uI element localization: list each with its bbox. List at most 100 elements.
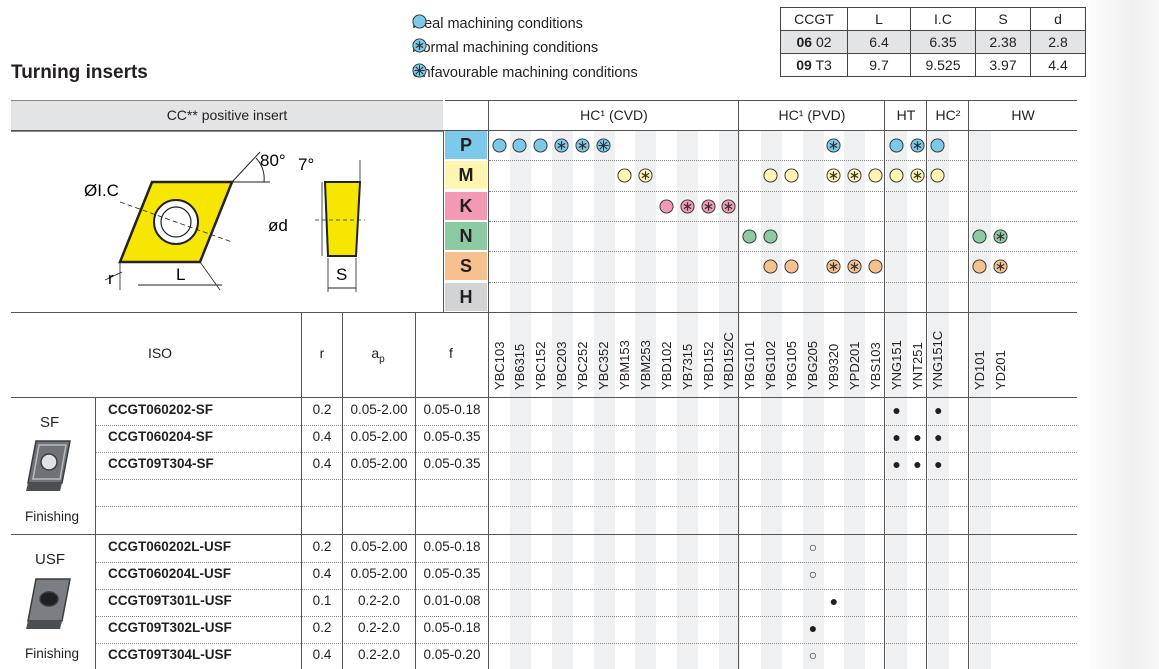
material-row-divider bbox=[489, 160, 1077, 162]
grade-name: YBG102 bbox=[763, 340, 779, 390]
table-grid-line bbox=[443, 130, 444, 312]
grade-name: YB6315 bbox=[512, 343, 528, 390]
row-ap: 0.05-2.00 bbox=[350, 566, 408, 581]
row-radius: 0.4 bbox=[312, 429, 332, 444]
group-hc-cvd: HC¹ (CVD) bbox=[580, 107, 648, 123]
grade-name: YBD152 bbox=[700, 341, 716, 390]
condition-ideal-icon bbox=[972, 259, 987, 274]
row-radius bbox=[303, 507, 341, 529]
grade-name: YNT251 bbox=[909, 342, 925, 390]
material-s: S bbox=[445, 252, 487, 281]
condition-ideal-icon bbox=[742, 229, 757, 244]
row-f: 0.05-0.35 bbox=[423, 566, 481, 581]
page-title: Turning inserts bbox=[11, 62, 148, 83]
d-label: ød bbox=[268, 216, 288, 235]
recommended-grade-dot: ● bbox=[913, 456, 922, 472]
ideal-circle-icon bbox=[412, 14, 427, 29]
insert-header-band bbox=[11, 100, 443, 132]
row-ap bbox=[343, 507, 415, 529]
row-divider bbox=[96, 452, 1077, 453]
dim-header-ccgt: CCGT bbox=[780, 7, 848, 31]
table-grid-line bbox=[11, 534, 1077, 535]
table-grid-line bbox=[968, 100, 969, 669]
condition-ideal-icon bbox=[930, 138, 945, 153]
condition-ideal-icon bbox=[889, 168, 904, 183]
dimensions-table: CCGT L I.C S d 06 02 6.4 6.35 2.38 2.8 0… bbox=[780, 7, 1086, 77]
dim-size: 06 02 bbox=[780, 30, 848, 54]
dim-l: 9.7 bbox=[847, 53, 911, 77]
dim-size: 09 T3 bbox=[780, 53, 848, 77]
row-iso-code: CCGT060204L-USF bbox=[108, 566, 232, 581]
row-radius: 0.4 bbox=[312, 566, 332, 581]
row-f: 0.05-0.18 bbox=[423, 539, 481, 554]
normal-circle-icon bbox=[412, 38, 427, 53]
condition-normal-icon bbox=[680, 199, 695, 214]
grade-name: YBC352 bbox=[596, 341, 611, 390]
grade-name: YPD201 bbox=[846, 341, 862, 390]
recommended-grade-dot: ● bbox=[934, 456, 943, 472]
group-hc-pvd: HC¹ (PVD) bbox=[778, 107, 846, 123]
condition-normal-icon bbox=[575, 138, 590, 153]
grade-name: YD101 bbox=[972, 350, 988, 390]
table-grid-line bbox=[11, 312, 1077, 313]
row-iso-code: CCGT060202L-USF bbox=[108, 539, 232, 554]
ap-header: ap bbox=[371, 345, 385, 365]
legend-unfavourable: Unfavourable machining conditions bbox=[412, 63, 638, 81]
row-divider bbox=[96, 616, 1077, 617]
condition-normal-icon bbox=[993, 259, 1008, 274]
chipbreaker-usf-name: USF bbox=[35, 551, 65, 568]
grade-name: YNG151C bbox=[930, 330, 946, 390]
chipbreaker-sf-application: Finishing bbox=[25, 509, 80, 524]
condition-normal-icon bbox=[847, 168, 862, 183]
condition-normal-icon bbox=[826, 168, 841, 183]
legend-ideal: Ideal machining conditions bbox=[412, 14, 583, 32]
table-grid-line bbox=[738, 100, 739, 669]
condition-ideal-icon bbox=[763, 229, 778, 244]
grade-name: YBM153 bbox=[616, 340, 632, 390]
row-radius: 0.1 bbox=[312, 593, 332, 608]
dim-s: 2.38 bbox=[975, 30, 1031, 54]
row-f: 0.05-0.18 bbox=[423, 402, 481, 417]
grade-name: YBC252 bbox=[575, 341, 591, 390]
row-divider bbox=[96, 506, 1077, 507]
condition-normal-icon bbox=[700, 199, 716, 214]
row-radius: 0.2 bbox=[312, 539, 332, 554]
row-ap: 0.05-2.00 bbox=[350, 402, 408, 417]
grade-name bbox=[949, 318, 970, 404]
angle-80-label: 80° bbox=[260, 151, 286, 170]
condition-ideal-icon bbox=[930, 168, 945, 183]
row-divider bbox=[96, 643, 1077, 644]
r-header: r bbox=[319, 345, 325, 361]
row-ap bbox=[343, 480, 415, 502]
condition-ideal-icon bbox=[491, 138, 507, 153]
condition-ideal-icon bbox=[972, 229, 987, 244]
f-header: f bbox=[449, 345, 453, 361]
condition-normal-icon bbox=[993, 229, 1008, 244]
table-grid-line bbox=[884, 100, 885, 669]
ic-label: ØI.C bbox=[84, 181, 119, 200]
sf-insert-icon bbox=[26, 440, 71, 491]
grade-name: YBC103 bbox=[491, 341, 507, 390]
condition-ideal-icon bbox=[868, 168, 883, 183]
row-f bbox=[416, 480, 488, 502]
material-h: H bbox=[445, 282, 487, 311]
condition-normal-icon bbox=[554, 138, 569, 153]
grade-name: YBG101 bbox=[742, 340, 758, 390]
optional-grade-dot: ○ bbox=[808, 647, 818, 663]
row-iso-code: CCGT09T304-SF bbox=[108, 456, 214, 471]
group-ht: HT bbox=[896, 107, 916, 123]
iso-header: ISO bbox=[147, 345, 173, 361]
condition-ideal-icon bbox=[659, 199, 674, 214]
dim-header-l: L bbox=[847, 7, 911, 31]
condition-ideal-icon bbox=[763, 259, 778, 274]
row-f: 0.05-0.20 bbox=[423, 647, 481, 662]
condition-ideal-icon bbox=[617, 168, 632, 183]
material-n: N bbox=[445, 221, 487, 250]
grade-name: YBG105 bbox=[784, 340, 800, 390]
s-label: S bbox=[336, 265, 347, 284]
angle-7-label: 7° bbox=[298, 155, 314, 174]
recommended-grade-dot: ● bbox=[934, 429, 943, 445]
row-ap: 0.05-2.00 bbox=[350, 456, 408, 471]
row-divider bbox=[96, 562, 1077, 563]
condition-ideal-icon bbox=[512, 138, 527, 153]
